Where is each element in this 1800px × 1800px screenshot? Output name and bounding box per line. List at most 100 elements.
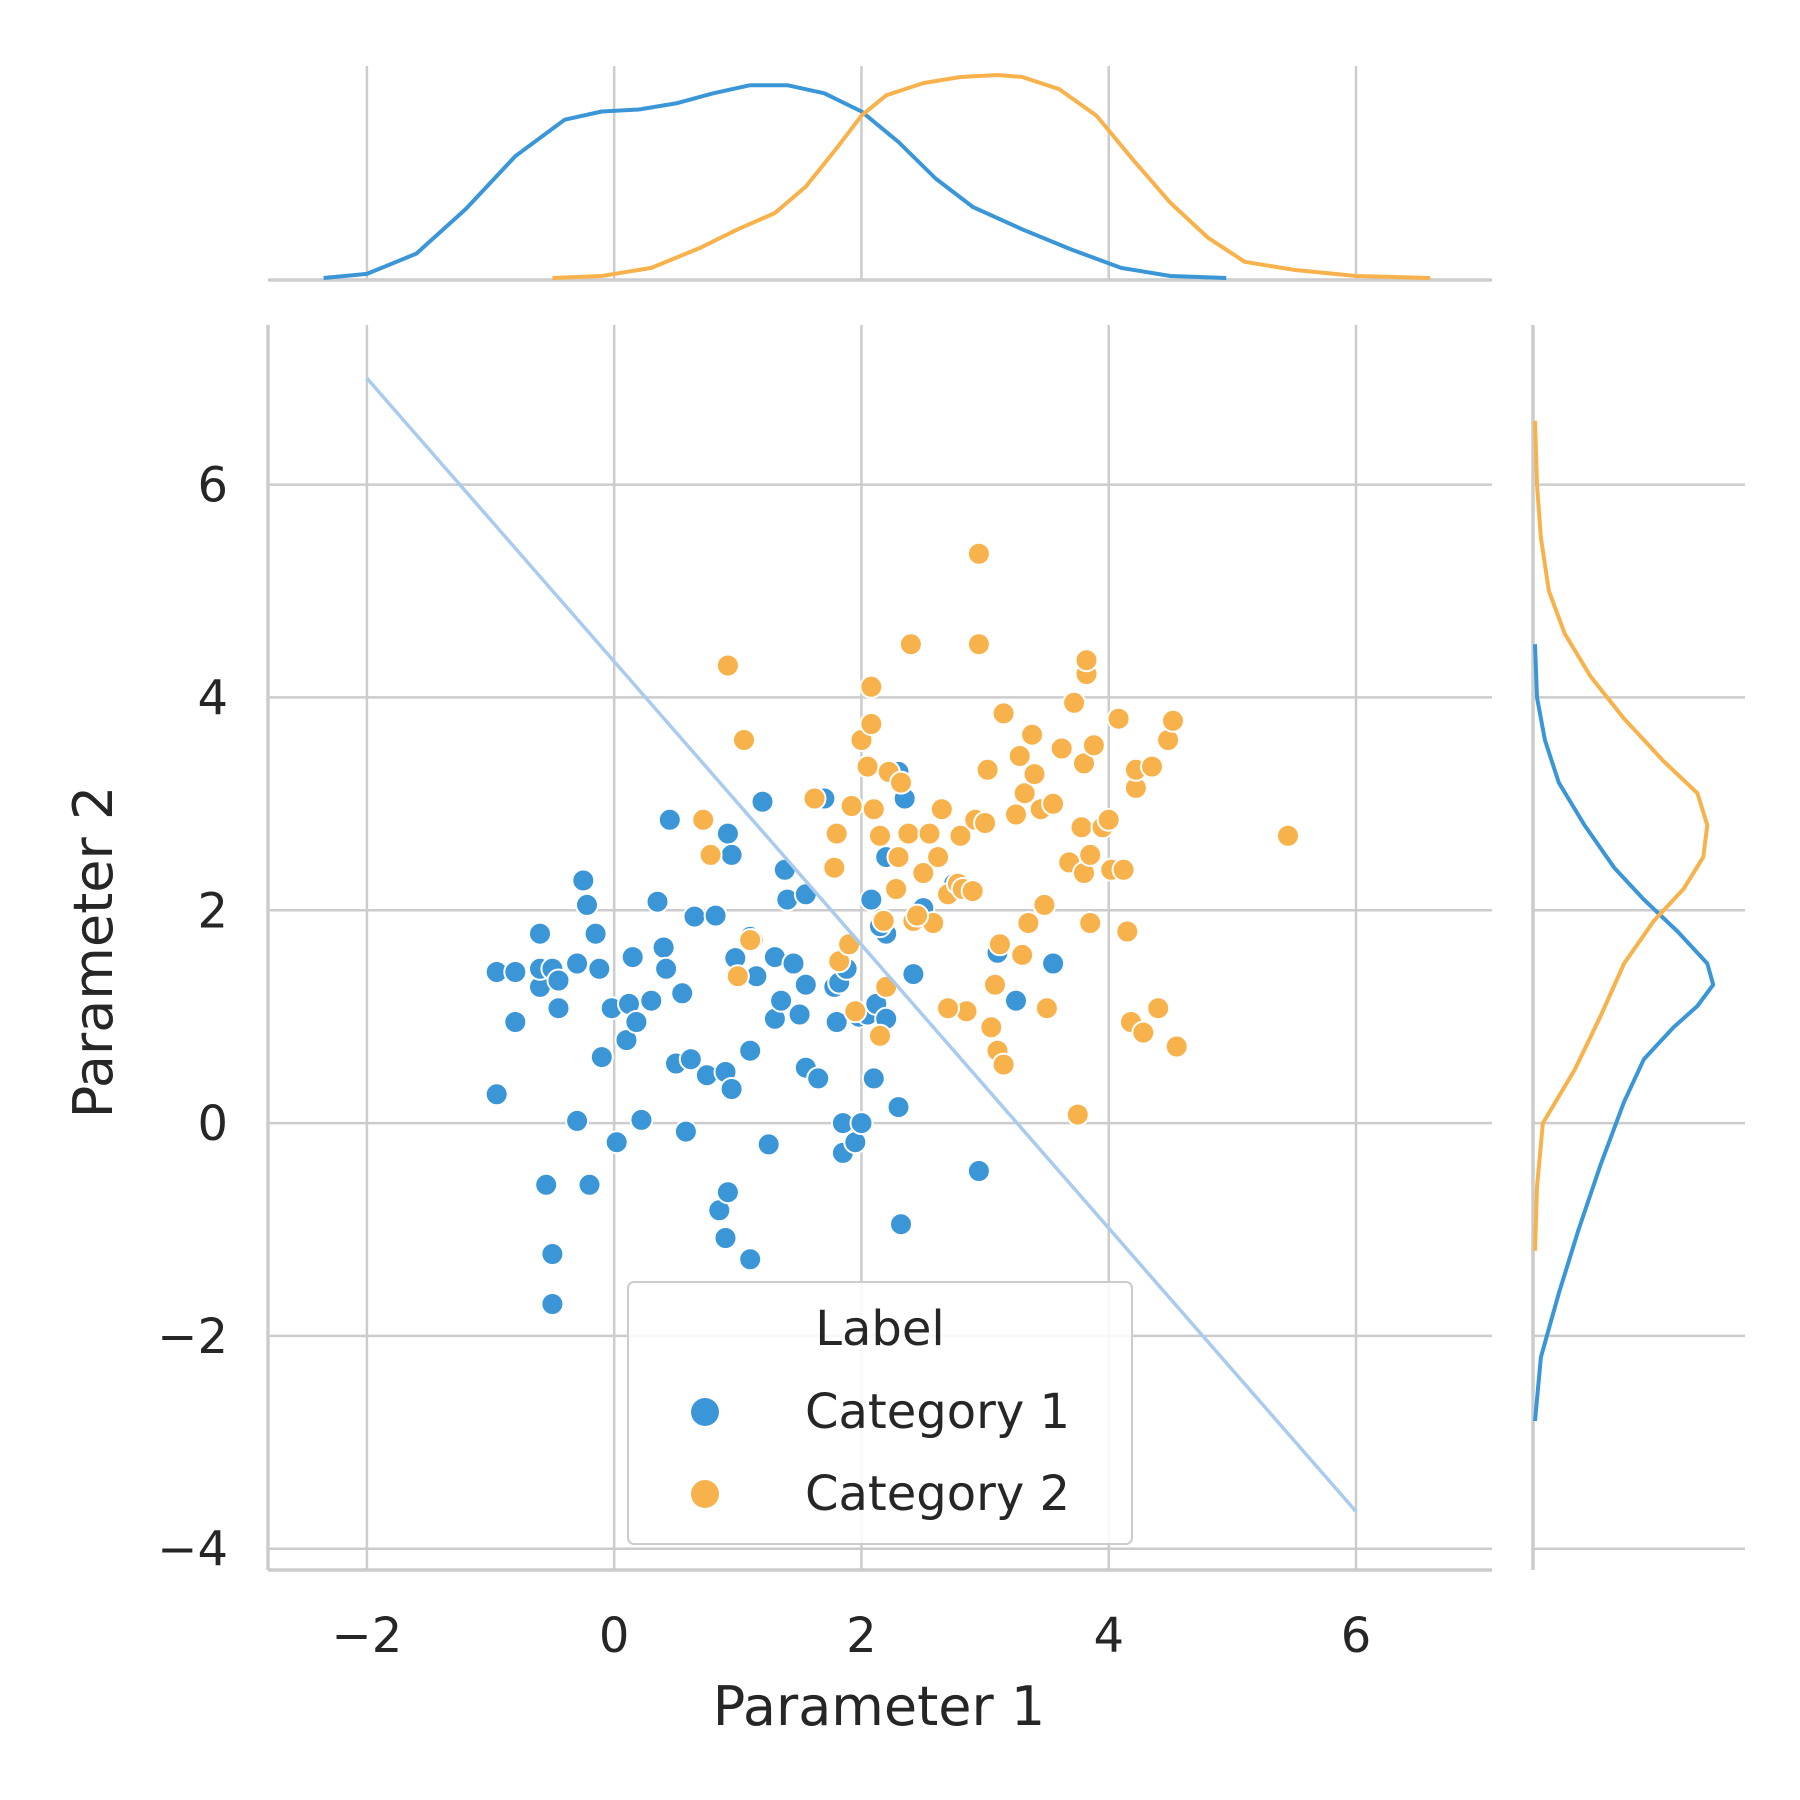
scatter-point-category-2 <box>917 821 942 846</box>
scatter-point-category-1 <box>750 789 775 814</box>
legend: Label Category 1 Category 2 <box>627 1281 1133 1545</box>
scatter-point-category-2 <box>884 877 909 901</box>
scatter-point-category-2 <box>1106 706 1131 731</box>
scatter-point-category-2 <box>824 821 849 846</box>
scatter-point-category-2 <box>960 879 985 904</box>
scatter-point-category-1 <box>589 1045 614 1070</box>
scatter-point-category-2 <box>1032 892 1057 917</box>
scatter-point-category-2 <box>1081 733 1106 758</box>
legend-marker-category-1 <box>691 1398 719 1426</box>
scatter-point-category-2 <box>966 541 991 566</box>
scatter-point-category-1 <box>793 882 818 907</box>
scatter-point-category-1 <box>575 892 599 917</box>
scatter-point-category-2 <box>1004 802 1028 827</box>
scatter-point-category-1 <box>861 1066 886 1091</box>
scatter-point-category-1 <box>715 1180 740 1205</box>
scatter-point-category-2 <box>738 928 763 953</box>
scatter-point-category-2 <box>1012 781 1037 806</box>
scatter-point-category-2 <box>1164 1034 1189 1059</box>
right-marginal-kde <box>1533 420 1716 1422</box>
top-kde-category-2 <box>552 73 1431 280</box>
scatter-point-category-1 <box>484 1082 509 1107</box>
legend-marker-category-2 <box>691 1480 719 1508</box>
scatter-point-category-1 <box>756 1132 781 1157</box>
scatter-point-category-2 <box>868 1023 892 1048</box>
scatter-point-category-2 <box>859 674 884 699</box>
scatter-point-category-2 <box>905 903 930 928</box>
scatter-point-category-2 <box>1022 762 1047 787</box>
scatter-point-category-2 <box>1010 942 1035 967</box>
x-axis-label: Parameter 1 <box>713 1675 1045 1738</box>
y-tick-label: −4 <box>157 1522 228 1578</box>
scatter-point-category-1 <box>624 1010 649 1034</box>
scatter-point-category-2 <box>837 932 862 957</box>
y-tick-label: 4 <box>197 670 228 726</box>
scatter-point-category-2 <box>926 845 951 870</box>
x-tick-label: −2 <box>332 1608 403 1664</box>
scatter-point-category-2 <box>861 797 886 822</box>
scatter-point-category-1 <box>651 935 676 960</box>
legend-label-category-2: Category 2 <box>805 1466 1070 1522</box>
y-tick-label: 6 <box>197 458 228 514</box>
scatter-point-category-2 <box>732 728 756 752</box>
top-marginal-kde <box>323 73 1431 280</box>
scatter-point-category-2 <box>979 1015 1004 1040</box>
scatter-point-category-2 <box>1078 911 1103 935</box>
scatter-point-category-2 <box>1096 807 1121 832</box>
scatter-point-category-1 <box>503 960 528 984</box>
scatter-point-category-2 <box>1072 751 1096 776</box>
scatter-point-category-2 <box>983 972 1007 997</box>
scatter-point-category-2 <box>991 1052 1016 1077</box>
y-tick-labels: −4 −2 0 2 4 6 <box>157 458 228 1578</box>
scatter-point-category-1 <box>657 807 682 832</box>
scatter-points <box>484 541 1300 1316</box>
scatter-point-category-1 <box>503 1010 528 1034</box>
x-tick-label: 6 <box>1341 1608 1372 1664</box>
y-tick-label: −2 <box>157 1309 228 1365</box>
scatter-point-category-1 <box>682 904 707 929</box>
scatter-point-category-1 <box>824 1010 849 1034</box>
scatter-point-category-2 <box>855 754 880 779</box>
reference-line <box>365 377 1358 1513</box>
x-tick-labels: −2 0 2 4 6 <box>332 1608 1372 1664</box>
scatter-point-category-1 <box>639 988 664 1013</box>
scatter-point-category-1 <box>629 1107 654 1132</box>
scatter-point-category-1 <box>540 1242 565 1266</box>
right-kde-category-1 <box>1533 644 1716 1422</box>
legend-box <box>627 1281 1133 1545</box>
scatter-point-category-1 <box>604 1130 629 1155</box>
scatter-point-category-1 <box>645 889 670 914</box>
legend-label-category-1: Category 1 <box>805 1384 1070 1440</box>
scatter-point-category-1 <box>673 1119 698 1144</box>
scatter-point-category-2 <box>1078 842 1103 867</box>
scatter-point-category-1 <box>781 951 806 976</box>
scatter-point-category-1 <box>534 1172 559 1197</box>
scatter-point-category-2 <box>1062 690 1087 715</box>
scatter-point-category-2 <box>822 855 847 880</box>
scatter-point-category-2 <box>975 757 1000 782</box>
top-kde-category-1 <box>323 83 1227 280</box>
scatter-point-category-2 <box>1041 791 1066 816</box>
y-axis-label: Parameter 2 <box>62 786 125 1118</box>
scatter-point-category-1 <box>546 968 571 993</box>
y-tick-label: 0 <box>197 1096 228 1152</box>
legend-title: Label <box>815 1301 945 1357</box>
scatter-point-category-1 <box>587 956 612 981</box>
scatter-point-category-1 <box>577 1172 602 1197</box>
scatter-point-category-2 <box>1020 722 1045 747</box>
scatter-point-category-2 <box>859 712 884 736</box>
scatter-point-category-2 <box>991 701 1016 726</box>
scatter-point-category-2 <box>1140 754 1164 779</box>
scatter-point-category-1 <box>1041 951 1066 976</box>
scatter-point-category-2 <box>1146 996 1171 1021</box>
diagonal-line <box>365 377 1358 1513</box>
scatter-point-category-1 <box>678 1047 703 1072</box>
top-marginal-grid <box>365 66 1358 280</box>
scatter-point-category-1 <box>719 842 744 867</box>
scatter-point-category-2 <box>1069 815 1094 840</box>
scatter-point-category-1 <box>540 1292 565 1316</box>
scatter-point-category-1 <box>654 956 679 981</box>
scatter-point-category-1 <box>715 821 740 846</box>
scatter-point-category-2 <box>1016 911 1041 935</box>
scatter-point-category-2 <box>889 770 913 795</box>
